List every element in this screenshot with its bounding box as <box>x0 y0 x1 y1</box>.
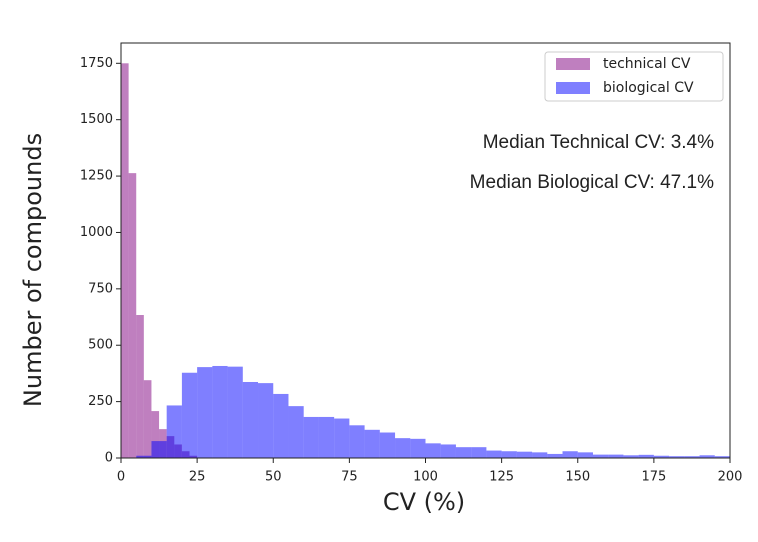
histogram-bar <box>197 367 213 458</box>
histogram-bar <box>532 452 548 458</box>
histogram-bar <box>121 63 129 458</box>
histogram-bar <box>455 447 472 458</box>
histogram-bar <box>486 450 502 458</box>
histogram-bar <box>501 451 517 458</box>
histogram-bar <box>623 455 639 458</box>
x-tick-label: 0 <box>117 470 125 485</box>
x-tick-label: 50 <box>265 470 282 485</box>
histogram-bar <box>166 405 182 458</box>
annotation: Median Biological CV: 47.1% <box>470 172 714 193</box>
histogram-bar <box>334 418 350 458</box>
legend-label: biological CV <box>603 80 694 96</box>
histogram-bar <box>547 453 563 458</box>
histogram-bar <box>592 454 609 458</box>
histogram-bar <box>410 438 426 458</box>
histogram-bar <box>136 315 144 458</box>
histogram-bar <box>242 381 259 458</box>
histogram-bar <box>684 456 700 458</box>
x-tick-label: 75 <box>341 470 358 485</box>
legend-label: technical CV <box>603 56 691 72</box>
plot-area <box>121 63 730 458</box>
histogram-bar <box>151 411 160 458</box>
x-tick-label: 150 <box>565 470 590 485</box>
histogram-bar <box>303 416 319 458</box>
histogram-bar <box>143 380 152 458</box>
histogram-bar <box>227 366 243 458</box>
y-tick-label: 1250 <box>80 169 113 184</box>
histogram-bar <box>128 173 137 458</box>
histogram-bar <box>516 451 533 458</box>
annotation: Median Technical CV: 3.4% <box>483 132 714 153</box>
histogram-bar <box>379 432 396 458</box>
histogram-bar <box>212 365 228 458</box>
y-tick-label: 250 <box>88 394 113 409</box>
histogram-bar <box>395 438 411 458</box>
y-tick-label: 750 <box>88 281 113 296</box>
histogram-bar <box>288 406 304 458</box>
y-axis-label: Number of compounds <box>19 133 47 407</box>
histogram-bar <box>562 451 578 458</box>
x-tick-label: 25 <box>189 470 206 485</box>
histogram-bar <box>364 429 380 458</box>
legend-swatch <box>556 82 590 94</box>
x-tick-label: 175 <box>641 470 666 485</box>
histogram-bar <box>181 372 198 458</box>
histogram-bar <box>699 455 715 458</box>
histogram-bar <box>318 416 335 458</box>
x-tick-label: 200 <box>718 470 743 485</box>
histogram-bar <box>425 443 441 458</box>
histogram-bar <box>349 425 365 458</box>
histogram-bar <box>151 441 167 458</box>
histogram-bar <box>714 456 730 458</box>
legend-swatch <box>556 58 590 70</box>
histogram-bar <box>577 452 593 458</box>
x-tick-label: 125 <box>489 470 514 485</box>
histogram-bar <box>471 447 487 458</box>
y-tick-label: 1750 <box>80 56 113 71</box>
y-tick-label: 500 <box>88 338 113 353</box>
histogram-bar <box>638 454 654 458</box>
histogram-bar <box>273 393 289 458</box>
histogram-bar <box>669 456 685 458</box>
y-tick-label: 1000 <box>80 225 113 240</box>
histogram-bar <box>608 454 624 458</box>
histogram-bar <box>258 383 274 458</box>
x-tick-label: 100 <box>413 470 438 485</box>
y-tick-label: 0 <box>105 451 113 466</box>
y-tick-label: 1500 <box>80 112 113 127</box>
histogram-bar <box>440 444 456 458</box>
histogram-bar <box>136 455 152 458</box>
histogram-bar <box>653 455 670 458</box>
x-axis-label: CV (%) <box>383 488 465 516</box>
